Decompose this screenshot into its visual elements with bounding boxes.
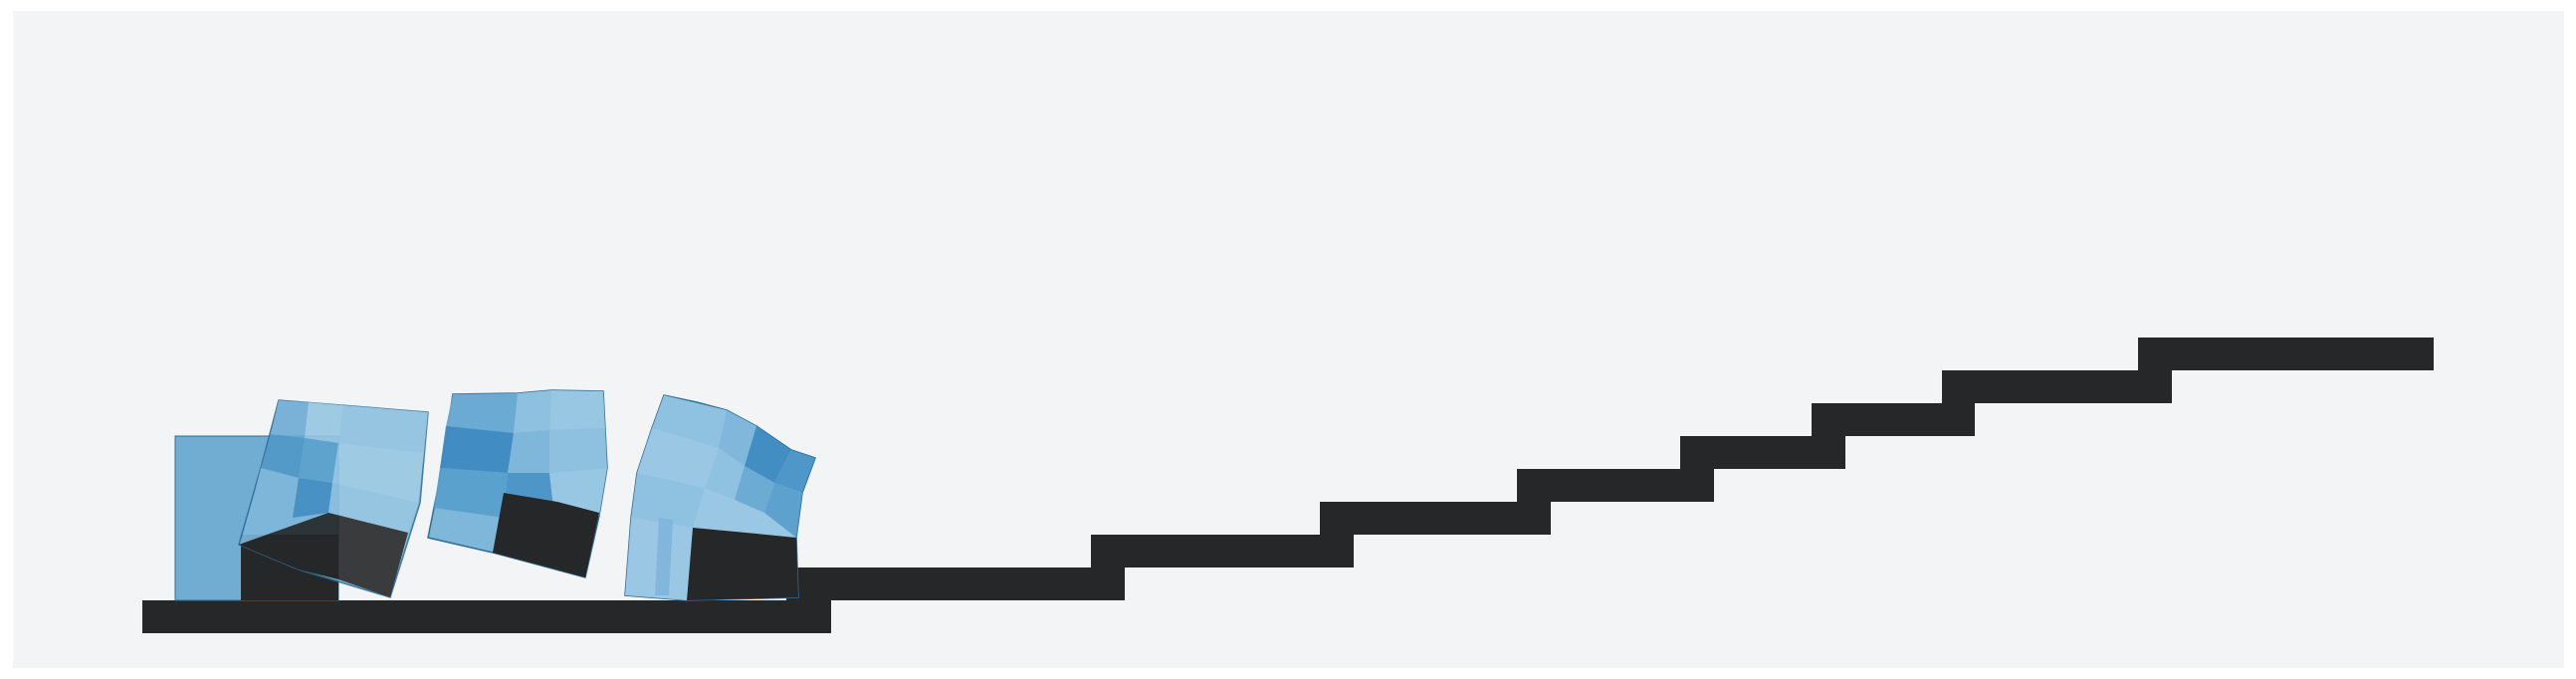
robot-foot bbox=[239, 513, 408, 597]
stair-step-8 bbox=[2138, 338, 2434, 370]
soft-robot-pose-2 bbox=[238, 399, 429, 598]
soft-robot-pose-4 bbox=[624, 394, 816, 601]
ground-platform bbox=[142, 600, 831, 633]
stair-step-2 bbox=[1091, 535, 1354, 567]
robot-foot bbox=[687, 528, 798, 600]
robot-voxels bbox=[625, 395, 815, 600]
stair-step-3 bbox=[1320, 502, 1551, 535]
soft-robot-pose-3 bbox=[427, 389, 608, 578]
stair-step-5 bbox=[1680, 436, 1845, 469]
stair-step-7 bbox=[1942, 370, 2172, 403]
staircase-terrain bbox=[142, 338, 2434, 633]
robot-foot bbox=[493, 493, 599, 577]
robot-voxels bbox=[434, 390, 607, 518]
robot-voxels bbox=[251, 400, 428, 533]
stair-step-6 bbox=[1812, 403, 1975, 436]
stair-step-1 bbox=[786, 567, 1125, 600]
stair-step-4 bbox=[1517, 469, 1714, 502]
